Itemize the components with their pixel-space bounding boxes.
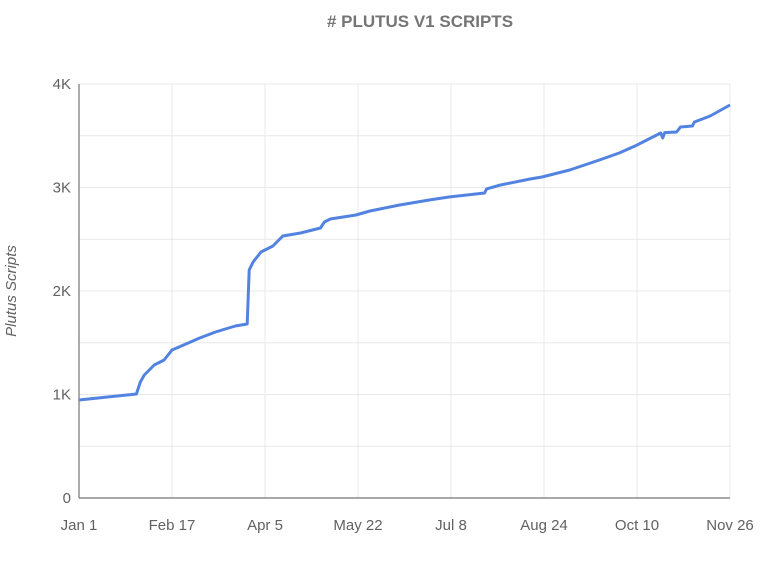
- x-tick-label: Jan 1: [61, 517, 98, 534]
- x-tick-label: Aug 24: [520, 517, 568, 534]
- y-tick-label: 4K: [53, 76, 71, 93]
- y-axis-ticks: 0 1K 2K 3K 4K: [53, 76, 71, 507]
- x-tick-label: Oct 10: [615, 517, 659, 534]
- x-axis-ticks: Jan 1 Feb 17 Apr 5 May 22 Jul 8 Aug 24 Oct 10 N…: [61, 517, 754, 534]
- x-tick-label: Jul 8: [435, 517, 467, 534]
- x-tick-label: Apr 5: [247, 517, 283, 534]
- y-axis-label: Plutus Scripts: [3, 245, 20, 337]
- x-tick-label: Nov 26: [706, 517, 754, 534]
- chart-title: # PLUTUS V1 SCRIPTS: [327, 12, 513, 31]
- x-tick-label: May 22: [333, 517, 382, 534]
- gridlines: [78, 83, 731, 499]
- y-tick-label: 1K: [53, 387, 71, 404]
- y-tick-label: 0: [63, 490, 71, 507]
- y-tick-label: 2K: [53, 283, 71, 300]
- series-line: [78, 103, 731, 402]
- x-tick-label: Feb 17: [149, 517, 196, 534]
- y-tick-label: 3K: [53, 180, 71, 197]
